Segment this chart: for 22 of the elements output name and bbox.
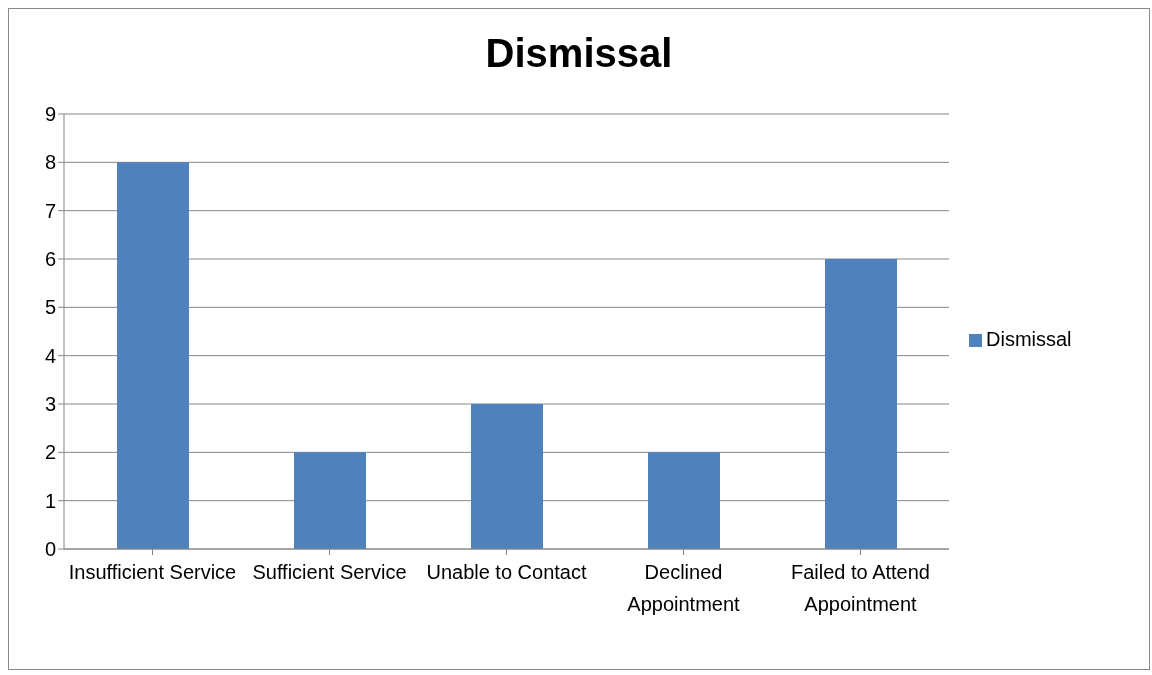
y-tick-label: 3 (44, 393, 56, 416)
x-tick-label: Sufficient Service (252, 561, 407, 584)
x-tick-label: Failed to Attend Appointment (791, 561, 930, 616)
y-tick-label: 7 (44, 199, 56, 222)
bar (471, 404, 543, 549)
y-tick-label: 2 (44, 441, 56, 464)
bar (648, 452, 720, 549)
x-tick-label: Insufficient Service (68, 561, 237, 584)
y-tick-label: 5 (44, 296, 56, 319)
y-tick-label: 1 (44, 489, 56, 512)
x-tick-label: Unable to Contact (426, 561, 587, 584)
bar (294, 452, 366, 549)
chart-title: Dismissal (484, 31, 674, 76)
legend-label: Dismissal (986, 327, 1072, 350)
x-tick-label: Declined Appointment (627, 561, 741, 616)
y-tick-label: 0 (44, 538, 56, 561)
y-tick-label: 8 (44, 151, 56, 174)
y-tick-label: 9 (44, 103, 56, 126)
y-tick-label: 4 (44, 344, 56, 367)
bar (825, 259, 897, 549)
bar (117, 162, 189, 549)
y-tick-label: 6 (44, 248, 56, 271)
